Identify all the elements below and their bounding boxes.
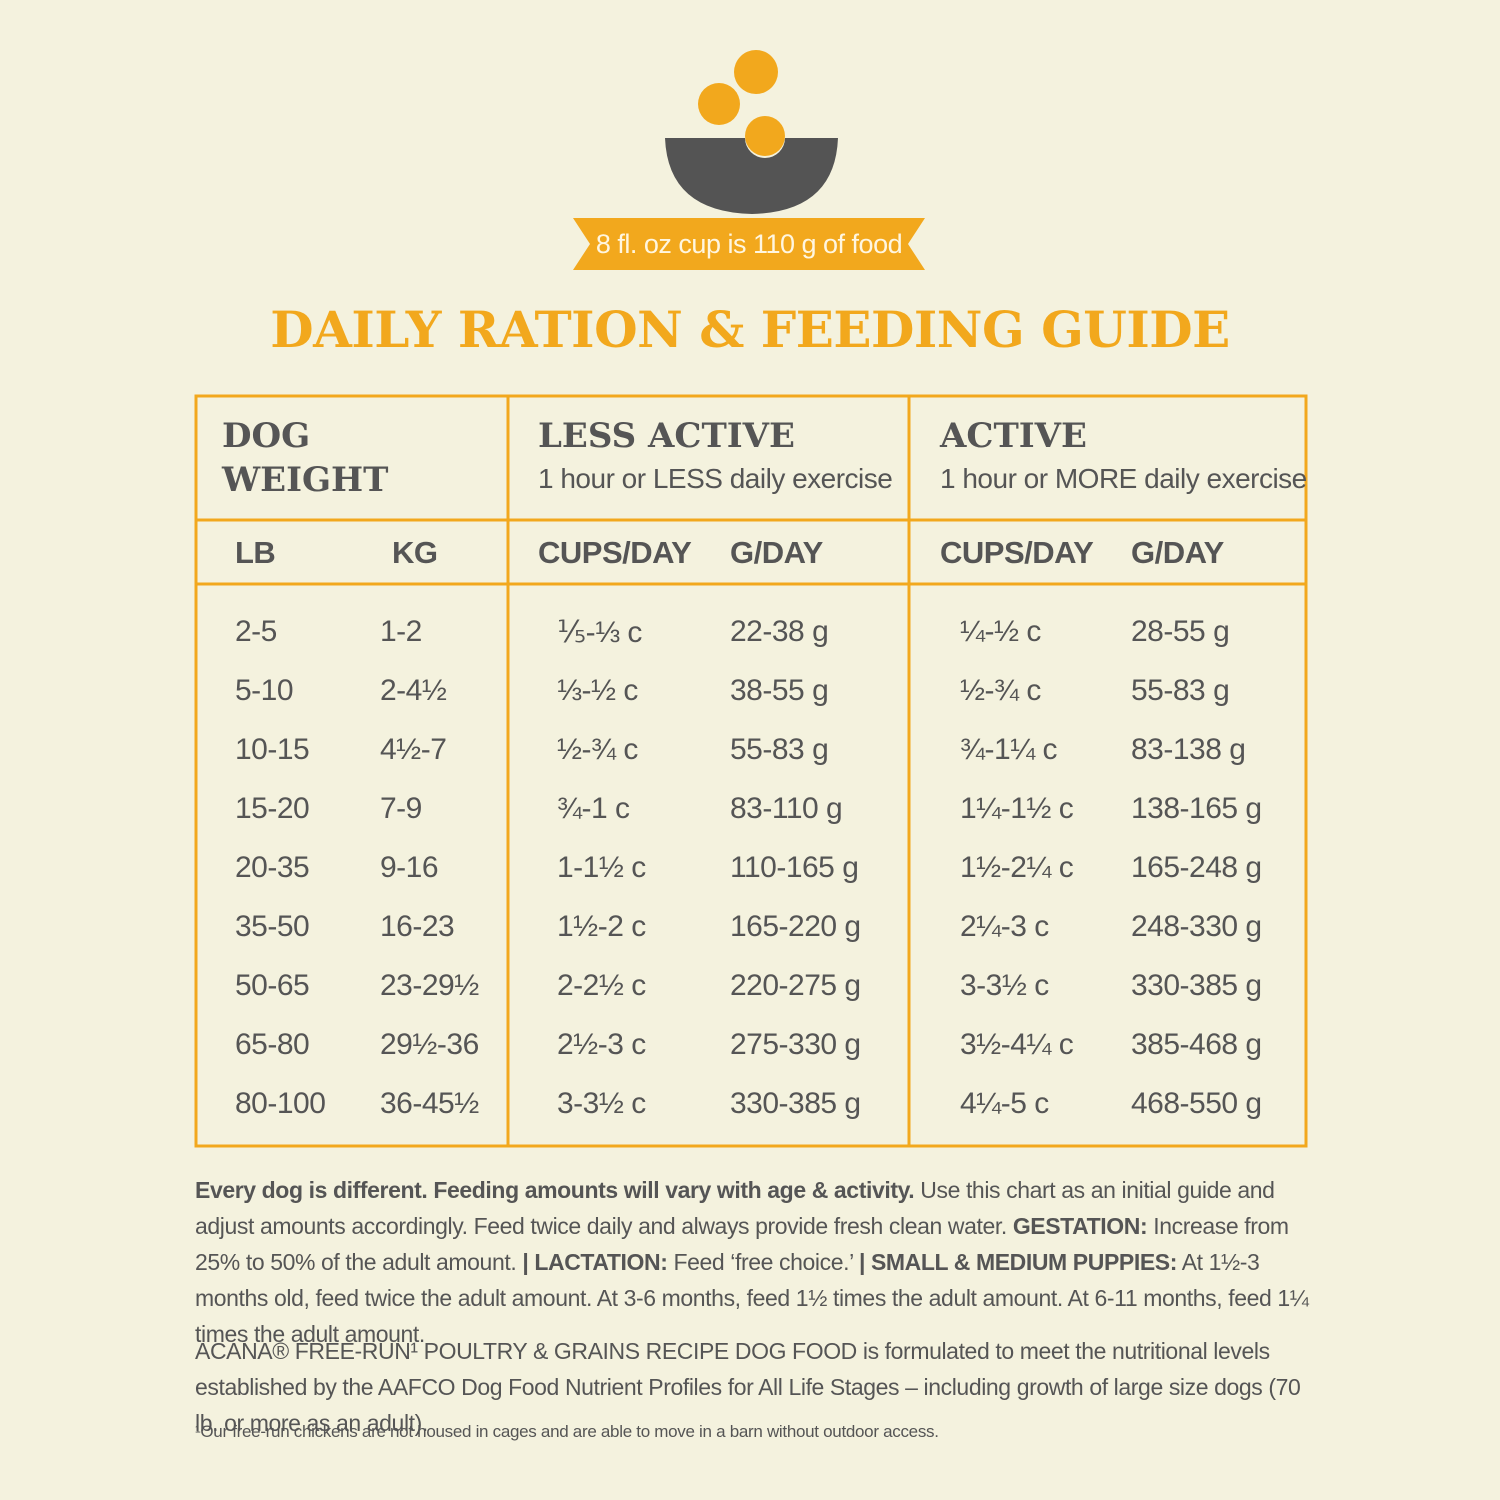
table-cell: 1-1½ c xyxy=(557,851,646,884)
table-cell: ¼-½ c xyxy=(960,615,1041,648)
table-cell: 10-15 xyxy=(235,733,310,766)
column-header: KG xyxy=(392,535,438,570)
table-cell: 1¼-1½ c xyxy=(960,792,1074,825)
table-cell: 3-3½ c xyxy=(557,1087,646,1120)
table-cell: 50-65 xyxy=(235,969,310,1002)
table-cell: 83-110 g xyxy=(730,792,843,825)
table-cell: ½-¾ c xyxy=(557,733,638,766)
banner: 8 fl. oz cup is 110 g of food xyxy=(595,229,903,259)
table-cell: 2-2½ c xyxy=(557,969,646,1002)
table-cell: 38-55 g xyxy=(730,674,829,707)
table-cell: ½-¾ c xyxy=(960,674,1041,707)
table-cell: 4½-7 xyxy=(380,733,447,766)
column-header: CUPS/DAY xyxy=(538,535,692,570)
table-cell: 3½-4¼ c xyxy=(960,1028,1074,1061)
table-cell: 1½-2¼ c xyxy=(960,851,1074,884)
table-cell: 16-23 xyxy=(380,910,455,943)
group-subtitle: 1 hour or MORE daily exercise xyxy=(940,463,1307,494)
text: Use this chart as an initial guide and a… xyxy=(195,1177,1281,1239)
table-cell: 220-275 g xyxy=(730,969,861,1002)
table-cell: 1½-2 c xyxy=(557,910,646,943)
group-title: DOG WEIGHT xyxy=(222,416,389,500)
table-cell: 55-83 g xyxy=(1131,674,1230,707)
table-cell: 3-3½ c xyxy=(960,969,1049,1002)
group-title: ACTIVE xyxy=(940,416,1087,456)
text: Feed ‘free choice.’ xyxy=(667,1249,859,1275)
table-cell: 248-330 g xyxy=(1131,910,1262,943)
table-cell: ⅓-½ c xyxy=(557,674,638,707)
table-cell: 5-10 xyxy=(235,674,294,707)
table-cell: 110-165 g xyxy=(730,851,859,884)
column-header: CUPS/DAY xyxy=(940,535,1094,570)
ribbon xyxy=(573,218,925,270)
notes: Every dog is different. Feeding amounts … xyxy=(195,1172,1310,1352)
bold-text: Every dog is different. Feeding amounts … xyxy=(195,1177,915,1203)
bold-text: GESTATION: xyxy=(1012,1213,1148,1239)
statement: ACANA® FREE-RUN¹ POULTRY & GRAINS RECIPE… xyxy=(195,1338,1301,1436)
bold-text: | SMALL & MEDIUM PUPPIES: xyxy=(858,1249,1177,1275)
table-cell: 80-100 xyxy=(235,1087,326,1120)
table-cell: ⅕-⅓ c xyxy=(557,616,642,649)
table-cell: 22-38 g xyxy=(730,615,829,648)
table-cell: ¾-1 c xyxy=(557,792,630,825)
table-cell: 1-2 xyxy=(380,615,422,648)
table-cell: 7-9 xyxy=(380,792,422,825)
table-cell: 36-45½ xyxy=(380,1087,479,1120)
column-header: G/DAY xyxy=(730,535,823,570)
table-border xyxy=(194,394,1308,1148)
table-cell: ¾-1¼ c xyxy=(960,733,1058,766)
group-subtitle: 1 hour or LESS daily exercise xyxy=(538,463,893,494)
table-cell: 2½-3 c xyxy=(557,1028,646,1061)
text: At 1½-3 months old, feed twice the adult… xyxy=(195,1249,1315,1347)
food-ball xyxy=(698,83,740,125)
table-cell: 20-35 xyxy=(235,851,310,884)
table-cell: 468-550 g xyxy=(1131,1087,1262,1120)
table-cell: 4¼-5 c xyxy=(960,1087,1049,1120)
table-cell: 65-80 xyxy=(235,1028,310,1061)
table-cell: 138-165 g xyxy=(1131,792,1262,825)
table-cell: 15-20 xyxy=(235,792,310,825)
column-header: LB xyxy=(235,535,276,570)
table-cell: 330-385 g xyxy=(1131,969,1262,1002)
table-cell: 28-55 g xyxy=(1131,615,1230,648)
group-title: LESS ACTIVE xyxy=(538,416,795,456)
footnote: ¹Our free-run chickens are not housed in… xyxy=(195,1422,939,1441)
text: Increase from 25% to 50% of the adult am… xyxy=(195,1213,1295,1275)
table-cell: 9-16 xyxy=(380,851,439,884)
table-cell: 23-29½ xyxy=(380,969,479,1002)
table-cell: 165-220 g xyxy=(730,910,861,943)
table-cell: 165-248 g xyxy=(1131,851,1262,884)
table-cell: 83-138 g xyxy=(1131,733,1246,766)
table-cell: 2¼-3 c xyxy=(960,910,1049,943)
table-cell: 55-83 g xyxy=(730,733,829,766)
bold-text: | LACTATION: xyxy=(522,1249,668,1275)
column-header: G/DAY xyxy=(1131,535,1224,570)
table-cell: 330-385 g xyxy=(730,1087,861,1120)
table-cell: 2-4½ xyxy=(380,674,447,707)
table-cell: 35-50 xyxy=(235,910,310,943)
table-cell: 29½-36 xyxy=(380,1028,479,1061)
bowl xyxy=(665,138,838,214)
title: DAILY RATION & FEEDING GUIDE xyxy=(270,300,1230,359)
food-ball xyxy=(745,116,785,156)
table-cell: 385-468 g xyxy=(1131,1028,1262,1061)
table-cell: 275-330 g xyxy=(730,1028,861,1061)
table-cell: 2-5 xyxy=(235,615,277,648)
food-ball xyxy=(734,50,778,94)
